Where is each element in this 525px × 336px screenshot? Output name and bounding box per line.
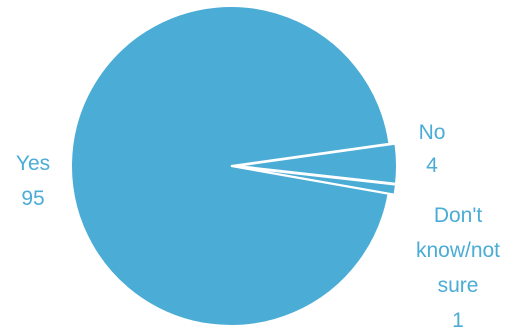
slice-label-dk-line3: sure <box>438 274 479 297</box>
slice-label-no-value: 4 <box>426 154 438 177</box>
slice-label-no-name: No <box>419 121 446 144</box>
pie-slices <box>70 5 398 327</box>
slice-labels: Yes 95 No 4 Don't know/not sure 1 <box>16 121 500 332</box>
slice-label-yes-name: Yes <box>16 152 50 175</box>
slice-label-yes-value: 95 <box>21 187 44 210</box>
slice-label-dk-value: 1 <box>452 309 464 332</box>
slice-label-dk-line1: Don't <box>434 204 483 227</box>
slice-label-dk-line2: know/not <box>416 239 500 262</box>
pie-slice-yes <box>70 5 391 327</box>
